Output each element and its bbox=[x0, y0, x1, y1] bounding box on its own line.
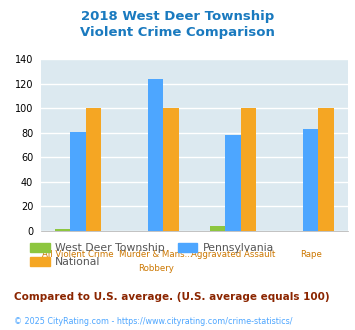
Bar bbox=[225, 135, 241, 231]
Text: Compared to U.S. average. (U.S. average equals 100): Compared to U.S. average. (U.S. average … bbox=[14, 292, 330, 302]
Bar bbox=[241, 109, 256, 231]
Text: All Violent Crime: All Violent Crime bbox=[42, 250, 114, 259]
Bar bbox=[148, 79, 163, 231]
Text: Aggravated Assault: Aggravated Assault bbox=[191, 250, 275, 259]
Bar bbox=[70, 132, 86, 231]
Legend: West Deer Township, National, Pennsylvania: West Deer Township, National, Pennsylvan… bbox=[30, 243, 274, 267]
Bar bbox=[86, 109, 101, 231]
Bar bbox=[210, 226, 225, 231]
Text: Murder & Mans...: Murder & Mans... bbox=[119, 250, 192, 259]
Text: Rape: Rape bbox=[300, 250, 322, 259]
Text: Robbery: Robbery bbox=[138, 264, 174, 273]
Bar bbox=[303, 129, 318, 231]
Text: 2018 West Deer Township
Violent Crime Comparison: 2018 West Deer Township Violent Crime Co… bbox=[80, 10, 275, 39]
Text: © 2025 CityRating.com - https://www.cityrating.com/crime-statistics/: © 2025 CityRating.com - https://www.city… bbox=[14, 317, 293, 326]
Bar bbox=[163, 109, 179, 231]
Bar bbox=[318, 109, 334, 231]
Bar bbox=[55, 229, 70, 231]
